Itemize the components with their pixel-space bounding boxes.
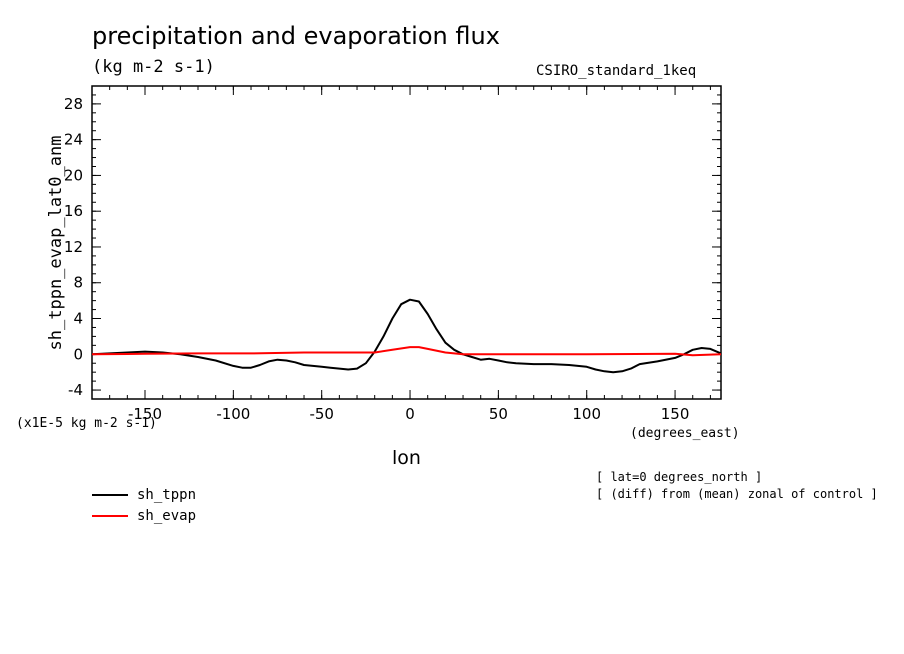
y-tick-label: 8 (73, 274, 83, 292)
x-tick-label: -50 (309, 405, 334, 423)
x-tick-label: 100 (572, 405, 601, 423)
legend-swatch-evap (92, 515, 128, 517)
legend-label-evap: sh_evap (137, 508, 197, 524)
chart-units: (kg m-2 s-1) (92, 57, 215, 77)
y-tick-label: 12 (64, 238, 83, 256)
y-tick-label: 0 (73, 345, 83, 363)
legend-swatch-tppn (92, 494, 128, 496)
chart-title: precipitation and evaporation flux (92, 22, 500, 50)
x-axis-label: lon (392, 447, 421, 469)
x-tick-label: -150 (128, 405, 162, 423)
difference-note: [ (diff) from (mean) zonal of control ] (596, 487, 878, 501)
plot-frame (91, 85, 722, 400)
model-name: CSIRO_standard_1keq (536, 63, 697, 79)
y-tick-label: 28 (64, 95, 83, 113)
legend-label-tppn: sh_tppn (137, 487, 197, 503)
x-tick-label: 150 (661, 405, 690, 423)
x-tick-label: 0 (405, 405, 415, 423)
x-units-note: (degrees_east) (630, 426, 740, 441)
x-tick-label: 50 (489, 405, 508, 423)
series-line-sh_evap (91, 346, 722, 357)
y-tick-label: 4 (73, 310, 83, 328)
y-scale-note: (x1E-5 kg m-2 s-1) (16, 416, 157, 431)
y-tick-label: 24 (64, 131, 83, 149)
y-tick-label: 16 (64, 202, 83, 220)
y-tick-label: 20 (64, 166, 83, 184)
y-tick-label: -4 (68, 381, 83, 399)
series-line-sh_tppn (91, 298, 722, 374)
latitude-note: [ lat=0 degrees_north ] (596, 470, 763, 484)
x-tick-label: -100 (216, 405, 250, 423)
